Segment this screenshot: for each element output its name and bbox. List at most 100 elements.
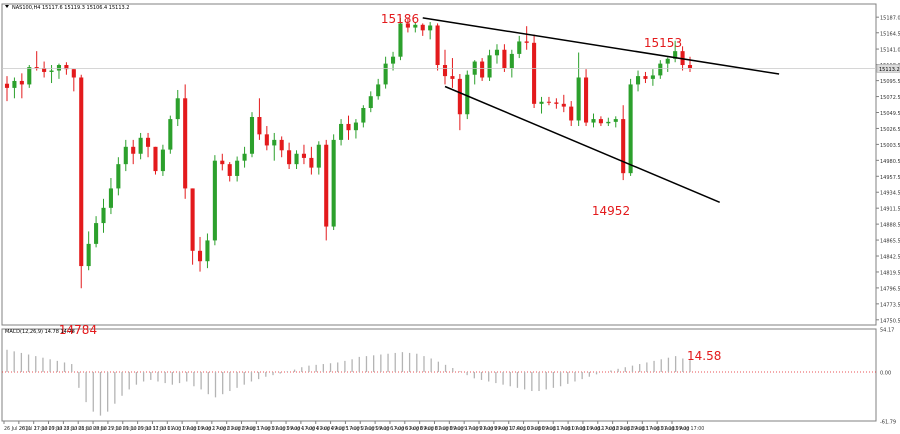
candle-bear: [324, 144, 329, 227]
candle-bear: [598, 119, 603, 124]
lower-trendline: [444, 85, 720, 203]
candle-bear: [561, 103, 566, 107]
symbol-info: NAS100,H4 15117.6 15119.3 15106.4 15113.…: [12, 5, 129, 11]
candle-bear: [346, 123, 351, 131]
candle-bear: [532, 42, 537, 104]
time-tick-label: 11 Aug 01:00: [553, 426, 585, 432]
time-tick-label: 28 Jul 09:00: [78, 426, 107, 432]
candle-bear: [502, 49, 507, 69]
time-tick-label: 2 Aug 17:00: [242, 426, 271, 432]
candle-bull: [391, 56, 396, 64]
time-tick-label: 8 Aug 09:00: [434, 426, 463, 432]
time-tick-label: 12 Aug 09:00: [613, 426, 645, 432]
candle-bear: [524, 41, 529, 43]
candle-bull: [108, 188, 113, 208]
candle-bull: [591, 119, 596, 123]
candle-bear: [420, 24, 425, 31]
candle-bear: [131, 146, 136, 154]
price-tick-label: 14842.5: [880, 255, 900, 261]
candle-bear: [569, 106, 574, 121]
candle-bull: [249, 117, 255, 154]
time-tick-label: 31 Jul 01:00: [152, 426, 181, 432]
candle-bear: [435, 25, 440, 66]
candle-bear: [4, 83, 10, 88]
candle-bull: [316, 144, 321, 168]
price-tick-label: 14888.5: [880, 223, 900, 229]
candle-bear: [190, 188, 195, 251]
candle-bull: [650, 75, 655, 79]
time-tick-label: 27 Jul 09:00: [34, 426, 63, 432]
time-tick-label: 8 Aug 01:00: [420, 426, 449, 432]
time-tick-label: 13 Aug 17:00: [672, 426, 704, 432]
candle-bull: [539, 101, 544, 104]
time-tick-label: 5 Aug 09:00: [360, 426, 389, 432]
candle-bull: [175, 98, 180, 120]
candle-bear: [220, 160, 225, 165]
time-tick-label: 29 Jul 09:00: [123, 426, 152, 432]
price-tick-label: 15095.5: [880, 79, 900, 85]
time-tick-label: 4 Aug 17:00: [331, 426, 360, 432]
candle-bear: [687, 65, 693, 69]
time-tick-label: 3 Aug 01:00: [256, 426, 285, 432]
candle-bull: [205, 240, 210, 262]
time-tick-label: 26 Jul 17:00: [19, 426, 48, 432]
candle-bull: [487, 55, 492, 78]
candle-bear: [71, 69, 76, 78]
price-tick-label: 15049.5: [880, 111, 900, 117]
time-tick-label: 11 Aug 09:00: [568, 426, 600, 432]
time-tick-label: 28 Jul 17:00: [93, 426, 122, 432]
candle-bear: [153, 146, 158, 172]
price-tick-label: 14773.5: [880, 302, 900, 308]
time-tick-label: 27 Jul 17:00: [49, 426, 78, 432]
candle-bull: [465, 74, 470, 115]
candle-bull: [428, 25, 433, 31]
candle-bear: [457, 78, 462, 115]
macd-panel: [1, 328, 877, 422]
candle-bull: [27, 67, 32, 85]
price-tick-label: 14957.5: [880, 175, 900, 181]
candle-bull: [242, 153, 247, 161]
time-tick-label: 9 Aug 09:00: [479, 426, 508, 432]
candle-bull: [658, 63, 663, 76]
price-tick-label: 15026.5: [880, 127, 900, 133]
candle-bull: [294, 153, 299, 165]
time-tick-label: 12 Aug 17:00: [627, 426, 659, 432]
price-tick-label: 14796.5: [880, 286, 900, 292]
time-tick-label: 1 Aug 09:00: [182, 426, 211, 432]
candle-bull: [56, 65, 62, 71]
candle-bull: [398, 23, 403, 57]
candle-bear: [405, 23, 410, 28]
candle-bull: [353, 122, 358, 131]
candle-bear: [480, 61, 485, 78]
time-tick-label: 8 Aug 17:00: [449, 426, 478, 432]
candle-bull: [235, 160, 240, 176]
candle-bull: [339, 123, 344, 140]
macd-info: MACD(12,26,9) 14.78 14.78: [5, 329, 75, 335]
candle-bull: [123, 146, 128, 165]
candle-bear: [442, 65, 448, 77]
price-tick-label: 15141.0: [880, 48, 900, 54]
time-tick-label: 6 Aug 01:00: [390, 426, 419, 432]
time-tick-label: 5 Aug 17:00: [375, 426, 404, 432]
candle-bull: [49, 70, 54, 72]
candle-bear: [584, 77, 589, 123]
candle-bear: [257, 117, 262, 135]
candle-bull: [361, 107, 366, 123]
candle-bull: [86, 243, 91, 267]
candle-bull: [12, 80, 17, 88]
candle-bull: [212, 160, 217, 241]
candle-bear: [34, 67, 39, 69]
price-tick-label: 14980.5: [880, 159, 900, 165]
time-tick-label: 9 Aug 01:00: [464, 426, 493, 432]
candle-bull: [673, 51, 678, 59]
candle-bull: [116, 164, 121, 189]
annotation-high: 15186: [381, 12, 419, 26]
candle-bull: [606, 121, 611, 124]
time-tick-label: 4 Aug 09:00: [316, 426, 345, 432]
dropdown-arrow-icon: [5, 5, 9, 8]
candle-bear: [227, 164, 232, 176]
current-price-label: 15113.2: [879, 67, 900, 73]
time-tick-label: 2 Aug 09:00: [227, 426, 256, 432]
upper-trendline: [422, 17, 780, 75]
